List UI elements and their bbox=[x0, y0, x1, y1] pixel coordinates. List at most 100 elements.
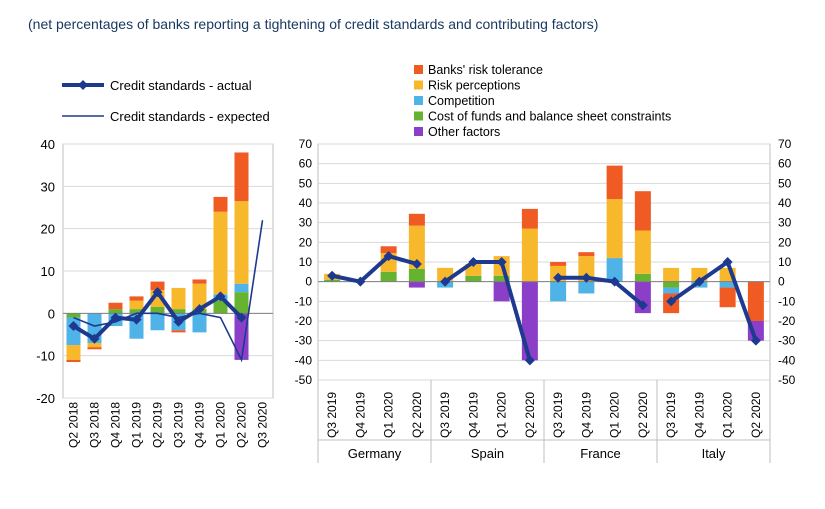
right-germany-cost-of-funds-bar bbox=[408, 268, 425, 282]
right-spain-cost-of-funds-bar bbox=[493, 275, 510, 282]
actual-marker-italy bbox=[666, 296, 677, 307]
legend-competition-label: Competition bbox=[428, 94, 495, 108]
actual-marker-france bbox=[581, 272, 592, 283]
right-italy-risk-tolerance-bar bbox=[747, 281, 764, 321]
actual-marker bbox=[236, 312, 247, 323]
right-y-tick-label-left: 70 bbox=[299, 137, 313, 151]
legend-risk-perceptions-swatch bbox=[414, 80, 423, 90]
left-x-tick-label: Q3 2020 bbox=[256, 402, 270, 448]
right-x-tick-label: Q4 2019 bbox=[579, 392, 593, 438]
right-germany-other-bar bbox=[408, 281, 425, 288]
left-competition-bar bbox=[66, 317, 81, 346]
left-x-tick-label: Q1 2019 bbox=[130, 402, 144, 448]
legend-cost-of-funds-swatch bbox=[414, 111, 423, 121]
legend-risk-tolerance-swatch bbox=[414, 65, 423, 74]
right-france-risk-tolerance-bar bbox=[606, 165, 623, 200]
right-y-tick-label-right: -40 bbox=[778, 353, 796, 367]
right-france-risk-perceptions-bar bbox=[606, 199, 623, 259]
right-france-cost-of-funds-bar bbox=[634, 273, 651, 282]
actual-marker-germany bbox=[327, 270, 338, 281]
country-label-spain: Spain bbox=[471, 446, 504, 461]
left-y-tick-label: 20 bbox=[41, 222, 55, 237]
right-y-tick-label-left: -10 bbox=[295, 294, 313, 308]
left-x-tick-label: Q4 2019 bbox=[193, 402, 207, 448]
left-risk-perceptions-bar bbox=[192, 283, 207, 310]
right-x-tick-label: Q2 2020 bbox=[523, 392, 537, 438]
left-risk-tolerance-bar bbox=[213, 196, 228, 212]
left-cost-of-funds-bar bbox=[129, 309, 144, 314]
right-y-tick-label-right: 70 bbox=[778, 137, 792, 151]
left-x-tick-label: Q2 2020 bbox=[235, 402, 249, 448]
actual-marker-france bbox=[553, 272, 564, 283]
left-risk-perceptions-bar bbox=[234, 201, 249, 284]
left-cost-of-funds-bar bbox=[171, 309, 186, 314]
actual-marker bbox=[89, 333, 100, 344]
actual-marker bbox=[152, 287, 163, 298]
left-risk-perceptions-bar bbox=[129, 300, 144, 310]
left-risk-tolerance-bar bbox=[234, 152, 249, 202]
right-x-tick-label: Q2 2020 bbox=[410, 392, 424, 438]
right-y-tick-label-right: 30 bbox=[778, 216, 792, 230]
legend-actual-label: Credit standards - actual bbox=[110, 78, 252, 93]
left-x-tick-label: Q1 2020 bbox=[214, 402, 228, 448]
chart-subtitle: (net percentages of banks reporting a ti… bbox=[28, 16, 599, 32]
left-risk-tolerance-bar bbox=[87, 347, 102, 350]
right-france-risk-tolerance-bar bbox=[550, 262, 567, 266]
left-risk-tolerance-bar bbox=[171, 330, 186, 333]
left-y-tick-label: 40 bbox=[41, 137, 55, 152]
left-x-tick-label: Q2 2018 bbox=[67, 402, 81, 448]
left-risk-tolerance-bar bbox=[108, 302, 123, 310]
right-france-risk-perceptions-bar bbox=[634, 230, 651, 274]
left-cost-of-funds-bar bbox=[150, 306, 165, 314]
expected-line bbox=[73, 220, 264, 363]
right-x-tick-label: Q3 2019 bbox=[438, 392, 452, 438]
right-x-tick-label: Q4 2019 bbox=[692, 392, 706, 438]
legend-risk-tolerance-label: Banks' risk tolerance bbox=[428, 63, 543, 77]
left-y-tick-label: -10 bbox=[36, 349, 55, 364]
right-spain-risk-perceptions-bar bbox=[465, 263, 482, 276]
right-y-tick-label-right: 60 bbox=[778, 157, 792, 171]
right-y-tick-label-left: -40 bbox=[295, 353, 313, 367]
right-y-tick-label-left: 40 bbox=[299, 196, 313, 210]
left-y-tick-label: 0 bbox=[48, 306, 55, 321]
right-france-risk-tolerance-bar bbox=[634, 191, 651, 231]
actual-line-spain bbox=[443, 260, 532, 361]
right-y-tick-label-right: -10 bbox=[778, 294, 796, 308]
right-x-tick-label: Q2 2020 bbox=[636, 392, 650, 438]
right-x-tick-label: Q1 2020 bbox=[608, 392, 622, 438]
right-france-risk-perceptions-bar bbox=[578, 256, 595, 282]
left-risk-perceptions-bar bbox=[171, 287, 186, 310]
left-competition-bar bbox=[234, 283, 249, 293]
left-risk-perceptions-bar bbox=[66, 345, 81, 360]
right-italy-competition-bar bbox=[719, 281, 736, 288]
actual-marker-spain bbox=[468, 257, 479, 267]
right-y-tick-label-right: 20 bbox=[778, 235, 792, 249]
legend-other-label: Other factors bbox=[428, 125, 500, 139]
actual-marker bbox=[110, 312, 121, 323]
left-risk-perceptions-bar bbox=[87, 342, 102, 348]
left-risk-perceptions-bar bbox=[213, 211, 228, 295]
right-spain-other-bar bbox=[493, 281, 510, 302]
country-label-france: France bbox=[580, 446, 620, 461]
right-y-tick-label-right: -50 bbox=[778, 373, 796, 387]
country-label-germany: Germany bbox=[348, 446, 402, 461]
right-spain-risk-perceptions-bar bbox=[521, 228, 538, 282]
left-cost-of-funds-bar bbox=[66, 313, 81, 318]
left-x-tick-label: Q2 2019 bbox=[151, 402, 165, 448]
actual-marker bbox=[215, 291, 226, 302]
right-y-tick-label-right: -30 bbox=[778, 334, 796, 348]
actual-line-italy bbox=[669, 260, 758, 342]
left-competition-bar bbox=[150, 313, 165, 331]
country-label-italy: Italy bbox=[702, 446, 726, 461]
left-risk-tolerance-bar bbox=[66, 359, 81, 363]
right-france-competition-bar bbox=[550, 281, 567, 302]
left-y-tick-label: -20 bbox=[36, 391, 55, 406]
left-y-tick-label: 30 bbox=[41, 179, 55, 194]
right-france-competition-bar bbox=[606, 258, 623, 282]
actual-marker bbox=[68, 321, 79, 332]
left-x-tick-label: Q4 2018 bbox=[109, 402, 123, 448]
left-y-tick-label: 10 bbox=[41, 264, 55, 279]
right-x-tick-label: Q3 2019 bbox=[325, 392, 339, 438]
right-y-tick-label-right: 40 bbox=[778, 196, 792, 210]
